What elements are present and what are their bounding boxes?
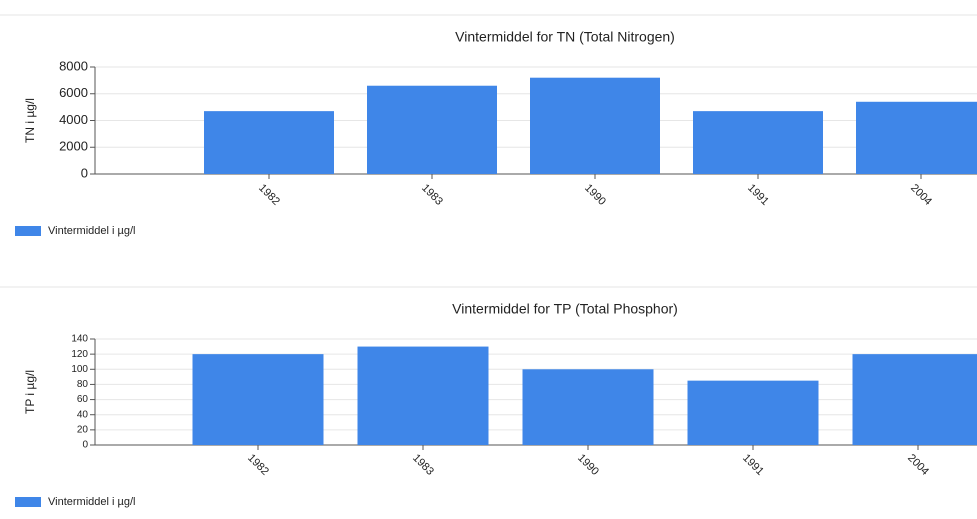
x-tick-label: 1991 — [740, 452, 766, 478]
x-tick-label: 1982 — [256, 182, 282, 208]
legend-swatch — [15, 497, 41, 507]
y-axis-label: TN i µg/l — [23, 98, 37, 143]
x-tick-label: 2004 — [908, 182, 934, 208]
y-tick-label: 0 — [81, 165, 88, 180]
y-tick-label: 8000 — [59, 58, 88, 73]
x-tick-label: 1983 — [410, 452, 436, 478]
bar — [530, 77, 660, 174]
legend-swatch — [15, 226, 41, 236]
y-tick-label: 120 — [71, 349, 88, 360]
chart-title: Vintermiddel for TP (Total Phosphor) — [452, 301, 678, 317]
y-tick-label: 80 — [77, 379, 89, 390]
x-tick-label: 1983 — [419, 182, 445, 208]
bar — [204, 111, 334, 174]
x-tick-label: 1982 — [245, 452, 271, 478]
y-tick-label: 100 — [71, 364, 88, 375]
y-tick-label: 60 — [77, 394, 89, 405]
y-tick-label: 40 — [77, 409, 89, 420]
x-tick-label: 1991 — [745, 182, 771, 208]
x-tick-label: 1990 — [582, 182, 608, 208]
bar — [693, 111, 823, 174]
bar — [357, 346, 489, 445]
bar — [522, 369, 654, 445]
bar — [367, 85, 497, 174]
y-tick-label: 2000 — [59, 139, 88, 154]
bar — [687, 380, 819, 445]
y-tick-label: 0 — [82, 440, 88, 451]
bar — [192, 354, 324, 445]
y-tick-label: 20 — [77, 424, 89, 435]
chart-title: Vintermiddel for TN (Total Nitrogen) — [455, 29, 675, 45]
y-tick-label: 140 — [71, 334, 88, 345]
x-tick-label: 1990 — [575, 452, 601, 478]
y-axis-label: TP i µg/l — [23, 370, 37, 414]
legend-label: Vintermiddel i µg/l — [48, 225, 135, 237]
y-tick-label: 4000 — [59, 112, 88, 127]
x-tick-label: 2004 — [905, 452, 931, 478]
bar — [856, 101, 977, 174]
y-tick-label: 6000 — [59, 85, 88, 100]
legend-label: Vintermiddel i µg/l — [48, 496, 135, 508]
bar — [852, 354, 977, 445]
